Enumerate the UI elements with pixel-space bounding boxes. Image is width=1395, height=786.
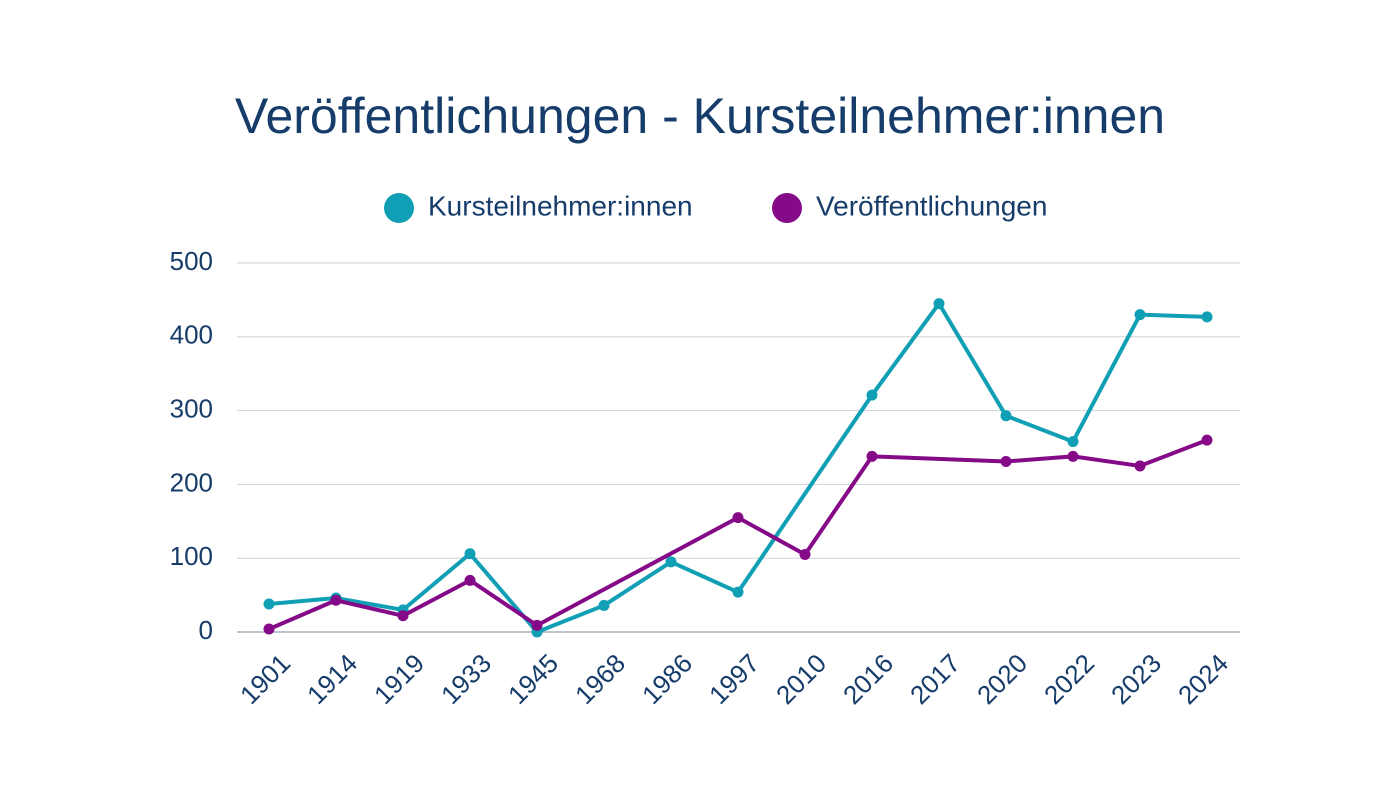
series-line xyxy=(268,438,1208,631)
x-tick-label: 2016 xyxy=(837,648,899,710)
data-point xyxy=(732,512,744,524)
x-tick-label: 1901 xyxy=(234,648,296,710)
data-point xyxy=(866,389,878,401)
data-point xyxy=(1000,456,1012,468)
data-point xyxy=(464,574,476,586)
data-point xyxy=(598,599,610,611)
legend-marker xyxy=(772,193,802,223)
x-tick-label: 1919 xyxy=(368,648,430,710)
x-tick-label: 2022 xyxy=(1038,648,1100,710)
data-point xyxy=(866,450,878,462)
legend-label: Kursteilnehmer:innen xyxy=(428,190,693,221)
data-point xyxy=(1134,309,1146,321)
x-tick-label: 1933 xyxy=(435,648,497,710)
y-tick-label: 300 xyxy=(170,393,213,423)
x-tick-label: 1914 xyxy=(301,648,363,710)
data-point xyxy=(799,549,811,561)
data-point xyxy=(531,619,543,631)
data-point xyxy=(1000,410,1012,422)
data-point xyxy=(330,594,342,606)
x-tick-label: 2024 xyxy=(1172,648,1234,710)
data-point xyxy=(665,556,677,568)
y-tick-label: 100 xyxy=(170,541,213,571)
data-point xyxy=(933,298,945,310)
chart-title: Veröffentlichungen - Kursteilnehmer:inne… xyxy=(235,88,1165,144)
x-tick-label: 2010 xyxy=(770,648,832,710)
data-point xyxy=(263,623,275,635)
x-tick-label: 1968 xyxy=(569,648,631,710)
data-point xyxy=(1201,434,1213,446)
x-tick-label: 1945 xyxy=(502,648,564,710)
data-point xyxy=(464,548,476,560)
legend-label: Veröffentlichungen xyxy=(816,190,1047,221)
legend-marker xyxy=(384,193,414,223)
data-point xyxy=(1201,311,1213,323)
data-point xyxy=(397,610,409,622)
x-tick-label: 2023 xyxy=(1105,648,1167,710)
data-point xyxy=(732,586,744,598)
x-tick-label: 1997 xyxy=(703,648,765,710)
y-tick-label: 200 xyxy=(170,467,213,497)
data-point xyxy=(1067,436,1079,448)
data-point xyxy=(1067,450,1079,462)
data-point xyxy=(263,598,275,610)
x-tick-label: 2017 xyxy=(904,648,966,710)
y-tick-label: 0 xyxy=(199,615,213,645)
x-tick-label: 1986 xyxy=(636,648,698,710)
data-point xyxy=(1134,460,1146,472)
y-tick-label: 500 xyxy=(170,246,213,276)
x-tick-label: 2020 xyxy=(971,648,1033,710)
y-tick-label: 400 xyxy=(170,320,213,350)
series-line xyxy=(268,301,1208,634)
